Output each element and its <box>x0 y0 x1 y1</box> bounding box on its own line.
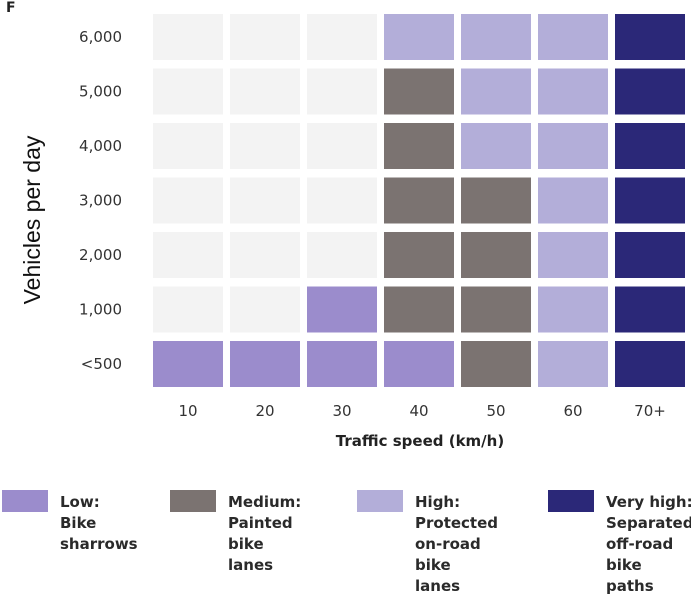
legend-swatch <box>2 490 48 512</box>
legend-label: Medium: Painted bike lanes <box>228 493 302 574</box>
heatmap-cell-r0-c5 <box>538 14 608 60</box>
heatmap-cell-r3-c6 <box>615 177 685 224</box>
legend-swatch <box>170 490 216 512</box>
heatmap-cell-r4-c2 <box>307 232 377 278</box>
legend-label: High: Protected on-road bike lanes <box>415 493 499 595</box>
heatmap-cell-r5-c6 <box>615 286 685 333</box>
heatmap-cell-r0-c2 <box>307 14 377 60</box>
heatmap-cell-r2-c2 <box>307 123 377 169</box>
x-tick-label: 70+ <box>634 402 666 420</box>
heatmap-cell-r5-c0 <box>153 286 223 333</box>
heatmap-cell-r4-c6 <box>615 232 685 278</box>
heatmap-cell-r1-c0 <box>153 68 223 115</box>
heatmap-cell-r6-c6 <box>615 341 685 387</box>
heatmap-cell-r1-c2 <box>307 68 377 115</box>
heatmap-cell-r1-c3 <box>384 68 454 115</box>
heatmap-cell-r3-c1 <box>230 177 300 224</box>
heatmap-cell-r0-c3 <box>384 14 454 60</box>
heatmap-cell-r0-c4 <box>461 14 531 60</box>
y-tick-labels: 6,000 5,000 4,000 3,000 2,000 1,000 <500 <box>79 28 122 373</box>
heatmap-cell-r4-c0 <box>153 232 223 278</box>
heatmap-cell-r3-c4 <box>461 177 531 224</box>
heatmap-cell-r1-c6 <box>615 68 685 115</box>
legend-swatch <box>357 490 403 512</box>
heatmap-cell-r2-c6 <box>615 123 685 169</box>
legend-label: Low: Bike sharrows <box>60 493 138 553</box>
x-tick-label: 10 <box>178 402 197 420</box>
heatmap-cell-r1-c4 <box>461 68 531 115</box>
heatmap-cell-r6-c4 <box>461 341 531 387</box>
heatmap-cell-r2-c0 <box>153 123 223 169</box>
x-tick-label: 30 <box>332 402 351 420</box>
y-tick-label: 1,000 <box>79 301 122 319</box>
heatmap-cell-r3-c0 <box>153 177 223 224</box>
x-tick-label: 20 <box>255 402 274 420</box>
heatmap-cell-r2-c5 <box>538 123 608 169</box>
x-tick-labels: 10 20 30 40 50 60 70+ <box>178 402 665 420</box>
heatmap-cell-r2-c3 <box>384 123 454 169</box>
heatmap-chart: 6,000 5,000 4,000 3,000 2,000 1,000 <500 10 20 3… <box>19 14 685 450</box>
heatmap-cell-r3-c2 <box>307 177 377 224</box>
heatmap-cell-r6-c2 <box>307 341 377 387</box>
heatmap-cell-r5-c3 <box>384 286 454 333</box>
y-tick-label: 3,000 <box>79 192 122 210</box>
heatmap-cells <box>153 14 685 387</box>
heatmap-cell-r2-c1 <box>230 123 300 169</box>
y-tick-label: 2,000 <box>79 246 122 264</box>
legend: Low: Bike sharrows Medium: Painted bike l… <box>0 485 691 595</box>
heatmap-cell-r5-c5 <box>538 286 608 333</box>
corner-glyph: F <box>6 0 16 16</box>
x-axis-label: Traffic speed (km/h) <box>336 432 504 450</box>
heatmap-cell-r3-c5 <box>538 177 608 224</box>
heatmap-cell-r4-c4 <box>461 232 531 278</box>
y-tick-label: 4,000 <box>79 137 122 155</box>
y-tick-label: 5,000 <box>79 83 122 101</box>
heatmap-cell-r5-c4 <box>461 286 531 333</box>
heatmap-cell-r6-c0 <box>153 341 223 387</box>
heatmap-cell-r6-c1 <box>230 341 300 387</box>
heatmap-cell-r0-c1 <box>230 14 300 60</box>
heatmap-cell-r1-c1 <box>230 68 300 115</box>
y-tick-label: <500 <box>81 355 122 373</box>
heatmap-cell-r0-c0 <box>153 14 223 60</box>
legend-swatch <box>548 490 594 512</box>
x-tick-label: 50 <box>486 402 505 420</box>
heatmap-cell-r3-c3 <box>384 177 454 224</box>
heatmap-cell-r5-c2 <box>307 286 377 333</box>
heatmap-cell-r5-c1 <box>230 286 300 333</box>
y-tick-label: 6,000 <box>79 28 122 46</box>
heatmap-cell-r0-c6 <box>615 14 685 60</box>
legend-label: Very high: Separated off-road bike paths <box>606 493 691 595</box>
heatmap-cell-r1-c5 <box>538 68 608 115</box>
heatmap-cell-r4-c3 <box>384 232 454 278</box>
heatmap-cell-r4-c1 <box>230 232 300 278</box>
heatmap-cell-r4-c5 <box>538 232 608 278</box>
heatmap-cell-r6-c5 <box>538 341 608 387</box>
x-tick-label: 40 <box>409 402 428 420</box>
heatmap-cell-r6-c3 <box>384 341 454 387</box>
y-axis-label: Vehicles per day <box>19 135 45 304</box>
x-tick-label: 60 <box>563 402 582 420</box>
heatmap-cell-r2-c4 <box>461 123 531 169</box>
